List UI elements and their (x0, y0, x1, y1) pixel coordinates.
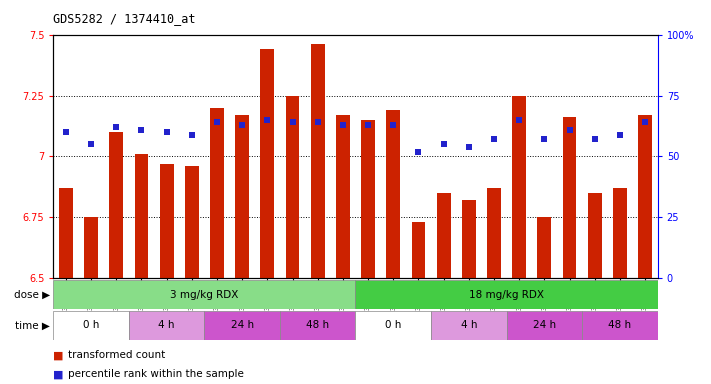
Point (312, 119, 324, 126)
Text: 4 h: 4 h (159, 320, 175, 331)
Point (413, 149, 424, 155)
Bar (506, 311, 582, 340)
Text: 4 h: 4 h (461, 320, 477, 331)
Bar (205, 311, 280, 340)
Text: GDS5282 / 1374410_at: GDS5282 / 1374410_at (53, 12, 196, 25)
Bar (286, 96, 299, 278)
Point (639, 119, 651, 126)
Text: dose ▶: dose ▶ (14, 290, 50, 300)
Text: 0 h: 0 h (83, 320, 100, 331)
Bar (462, 200, 476, 278)
Bar (53, 280, 356, 309)
Text: percentile rank within the sample: percentile rank within the sample (68, 369, 243, 379)
Point (287, 119, 298, 126)
Bar (386, 110, 400, 278)
Point (85, 141, 97, 147)
Text: 48 h: 48 h (609, 320, 631, 331)
Bar (356, 311, 431, 340)
Point (614, 131, 626, 137)
Text: 24 h: 24 h (533, 320, 556, 331)
Point (262, 117, 273, 123)
Bar (235, 115, 249, 278)
Bar (129, 311, 205, 340)
Text: transformed count: transformed count (68, 350, 165, 360)
Text: 48 h: 48 h (306, 320, 329, 331)
Point (488, 136, 500, 142)
Bar (361, 120, 375, 278)
Text: ■: ■ (53, 350, 64, 360)
Bar (59, 188, 73, 278)
Point (363, 122, 374, 128)
Text: 3 mg/kg RDX: 3 mg/kg RDX (170, 290, 239, 300)
Bar (412, 222, 425, 278)
Point (589, 136, 600, 142)
Bar (53, 311, 129, 340)
Point (564, 127, 575, 133)
Bar (638, 115, 652, 278)
Bar (588, 193, 602, 278)
Text: time ▶: time ▶ (15, 320, 50, 331)
Bar (210, 108, 224, 278)
Bar (538, 217, 551, 278)
Point (237, 122, 248, 128)
Point (211, 119, 223, 126)
Bar (160, 164, 173, 278)
Point (186, 131, 198, 137)
Point (463, 144, 474, 150)
Bar (185, 166, 199, 278)
Bar (431, 311, 506, 340)
Text: ■: ■ (53, 369, 64, 379)
Text: 0 h: 0 h (385, 320, 402, 331)
Bar (512, 96, 526, 278)
Point (539, 136, 550, 142)
Bar (562, 118, 577, 278)
Bar (280, 311, 356, 340)
Point (387, 122, 399, 128)
Bar (84, 217, 98, 278)
Point (136, 127, 147, 133)
Point (60, 129, 72, 135)
Point (337, 122, 348, 128)
Point (111, 124, 122, 130)
Point (161, 129, 172, 135)
Bar (437, 193, 451, 278)
Bar (613, 188, 627, 278)
Bar (109, 132, 123, 278)
Bar (134, 154, 149, 278)
Bar (311, 44, 325, 278)
Bar (260, 49, 274, 278)
Text: 18 mg/kg RDX: 18 mg/kg RDX (469, 290, 544, 300)
Point (438, 141, 449, 147)
Point (513, 117, 525, 123)
Bar (336, 115, 350, 278)
Bar (487, 188, 501, 278)
Bar (356, 280, 658, 309)
Text: 24 h: 24 h (230, 320, 254, 331)
Bar (582, 311, 658, 340)
